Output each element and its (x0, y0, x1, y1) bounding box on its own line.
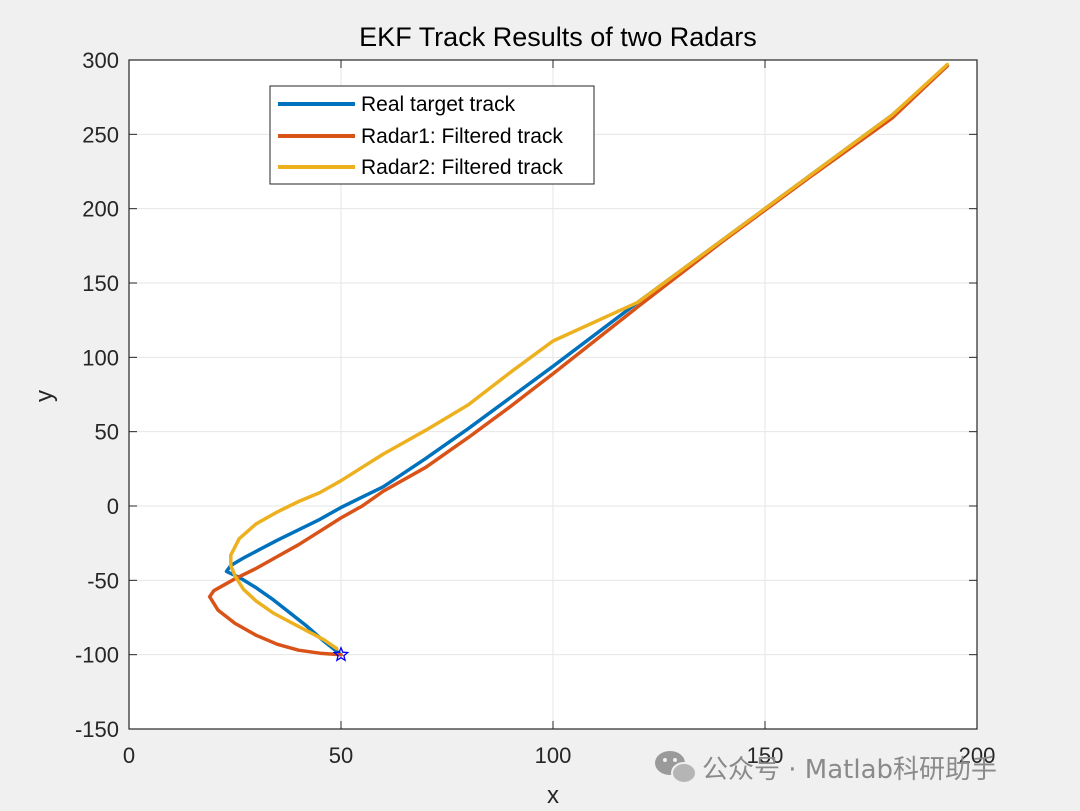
y-tick-label: -100 (75, 643, 119, 668)
x-tick-label: 100 (535, 743, 572, 768)
legend-label-radar1: Radar1: Filtered track (361, 125, 563, 148)
axes-box (128, 59, 978, 730)
y-axis-label: y (31, 390, 58, 402)
chart-title: EKF Track Results of two Radars (359, 22, 757, 52)
legend-label-radar2: Radar2: Filtered track (361, 156, 563, 179)
x-axis-label: x (547, 782, 559, 809)
y-tick-label: 100 (82, 345, 119, 370)
y-tick-label: 250 (82, 122, 119, 147)
tick-labels: 0 50 100 150 200 300 250 200 150 100 50 0 -50 -100 -15… (75, 48, 995, 768)
y-tick-label: 300 (82, 48, 119, 73)
series-line-radar1 (207, 64, 950, 657)
y-tick-label: 200 (82, 197, 119, 222)
series-line-real (224, 64, 950, 657)
x-tick-label: 200 (959, 743, 996, 768)
y-tick-label: -50 (87, 568, 119, 593)
axes (128, 59, 978, 730)
watermark-text: 公众号 · Matlab科研助手 (702, 755, 997, 785)
y-tick-label: 150 (82, 271, 119, 296)
marker-layer (332, 645, 350, 662)
y-tick-label: 0 (107, 494, 119, 519)
x-tick-label: 150 (747, 743, 784, 768)
series-line-radar2 (229, 62, 950, 651)
series-layer (207, 62, 950, 657)
wechat-icon (655, 751, 697, 784)
legend: Real target track Radar1: Filtered track… (269, 85, 595, 185)
y-tick-label: -150 (75, 717, 119, 742)
start-star-marker (332, 645, 350, 662)
legend-label-real: Real target track (361, 93, 516, 116)
x-tick-label: 0 (123, 743, 135, 768)
watermark: 公众号 · Matlab科研助手 (655, 751, 997, 785)
y-tick-label: 50 (95, 420, 119, 445)
x-tick-label: 50 (329, 743, 353, 768)
